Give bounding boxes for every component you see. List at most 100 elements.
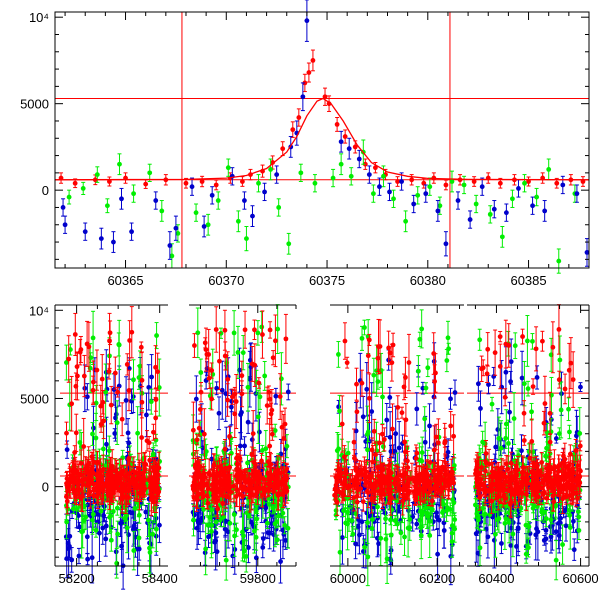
- bottom-point-red: [151, 430, 156, 435]
- top-point-blue: [129, 229, 134, 234]
- bottom-point-red: [265, 403, 270, 408]
- bottom-point-red: [210, 487, 215, 492]
- bottom-point-red: [108, 330, 113, 335]
- bottom-point-blue: [246, 420, 251, 425]
- bottom-point-red: [139, 435, 144, 440]
- top-point-blue: [339, 139, 344, 144]
- top-point-green: [500, 234, 505, 239]
- bottom-point-red: [260, 332, 265, 337]
- bottom-point-red: [91, 380, 96, 385]
- bottom-point-green: [146, 518, 151, 523]
- top-frame: [55, 12, 589, 268]
- top-point-green: [391, 196, 396, 201]
- top-point-green: [403, 219, 408, 224]
- top-point-blue: [210, 193, 215, 198]
- top-point-blue: [387, 189, 392, 194]
- bottom-point-red: [140, 378, 145, 383]
- bottom-point-red: [235, 466, 240, 471]
- bottom-point-red: [259, 459, 264, 464]
- bottom-point-green: [94, 528, 99, 533]
- bottom-point-green: [240, 530, 245, 535]
- top-point-green: [522, 181, 527, 186]
- top-point-blue: [504, 210, 509, 215]
- bottom-point-green: [150, 532, 155, 537]
- top-point-blue: [367, 172, 372, 177]
- bottom-point-red: [206, 501, 211, 506]
- bottom-point-red: [107, 338, 112, 343]
- bottom-point-red: [223, 447, 228, 452]
- bottom-point-red: [69, 401, 74, 406]
- bottom-point-red: [227, 465, 232, 470]
- bottom-point-blue: [65, 447, 70, 452]
- bottom-point-green: [135, 431, 140, 436]
- top-point-blue: [274, 172, 279, 177]
- bottom-point-red: [139, 345, 144, 350]
- bottom-point-red: [80, 493, 85, 498]
- top-point-green: [510, 196, 515, 201]
- top-point-green: [415, 193, 420, 198]
- bottom-point-green: [259, 325, 264, 330]
- bottom-point-red: [127, 388, 132, 393]
- bottom-point-blue: [90, 555, 95, 560]
- top-point-green: [331, 176, 336, 181]
- top-point-green: [349, 174, 354, 179]
- bottom-point-red: [204, 347, 209, 352]
- bottom-point-red: [105, 477, 110, 482]
- bottom-point-red: [147, 458, 152, 463]
- bottom-point-green: [109, 538, 114, 543]
- bottom-point-green: [79, 529, 84, 534]
- bottom-point-red: [142, 477, 147, 482]
- bottom-point-red: [240, 391, 245, 396]
- top-point-green: [226, 165, 231, 170]
- bottom-point-blue: [157, 523, 162, 528]
- bottom-point-red: [270, 432, 275, 437]
- bottom-point-green: [242, 548, 247, 553]
- top-point-blue: [167, 243, 172, 248]
- bottom-point-red: [191, 428, 196, 433]
- top-point-blue: [542, 209, 547, 214]
- bottom-point-green: [282, 523, 287, 528]
- top-point-red: [200, 179, 205, 184]
- bottom-point-red: [113, 371, 118, 376]
- bottom-point-red: [73, 332, 78, 337]
- top-point-blue: [190, 184, 195, 189]
- top-point-green: [450, 179, 455, 184]
- top-point-blue: [575, 191, 580, 196]
- bottom-point-green: [276, 513, 281, 518]
- bottom-point-red: [154, 397, 159, 402]
- bottom-point-red: [64, 431, 69, 436]
- top-xtick-label: 60365: [107, 273, 143, 288]
- bottom-point-green: [224, 558, 229, 563]
- bottom-point-red: [115, 475, 120, 480]
- bottom-point-red: [155, 472, 160, 477]
- top-point-green: [286, 241, 291, 246]
- bottom-point-red: [101, 467, 106, 472]
- top-point-red: [214, 183, 219, 188]
- bottom-point-red: [273, 338, 278, 343]
- bottom-point-green: [90, 432, 95, 437]
- bottom-point-green: [111, 509, 116, 514]
- top-ytick-label: 0: [42, 183, 49, 198]
- top-point-green: [159, 209, 164, 214]
- bottom-point-blue: [104, 442, 109, 447]
- bottom-point-red: [141, 489, 146, 494]
- bottom-point-red: [154, 490, 159, 495]
- bottom-point-red: [278, 394, 283, 399]
- bottom-point-green: [285, 444, 290, 449]
- top-point-red: [280, 146, 285, 151]
- bottom-point-red: [91, 460, 96, 465]
- top-point-red: [343, 134, 348, 139]
- top-point-green: [256, 181, 261, 186]
- bottom-point-green: [117, 343, 122, 348]
- bottom-point-red: [234, 399, 239, 404]
- top-point-blue: [411, 202, 416, 207]
- bottom-point-red: [134, 486, 139, 491]
- top-point-red: [444, 183, 449, 188]
- bottom-point-blue: [194, 397, 199, 402]
- top-point-green: [488, 212, 493, 217]
- bottom-point-green: [246, 385, 251, 390]
- top-point-blue: [480, 184, 485, 189]
- bottom-point-red: [96, 485, 101, 490]
- bottom-point-red: [209, 368, 214, 373]
- bottom-point-blue: [229, 399, 234, 404]
